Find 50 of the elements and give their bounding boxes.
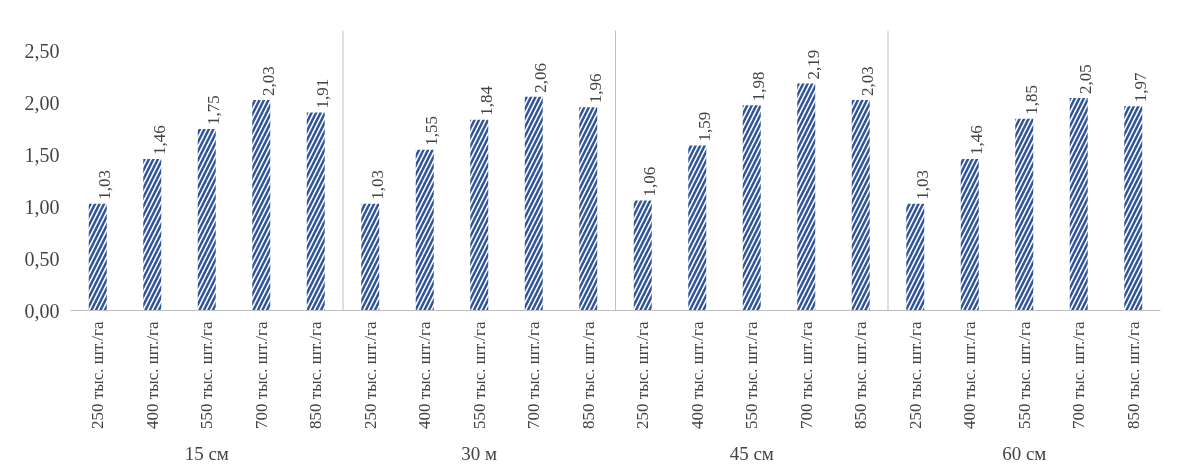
x-tick-label: 400 тыс. шт./га: [415, 321, 435, 429]
x-tick-label: 550 тыс. шт./га: [1014, 321, 1034, 429]
x-tick-label: 550 тыс. шт./га: [197, 321, 217, 429]
data-label: 1,46: [149, 125, 169, 156]
data-label: 2,06: [531, 63, 551, 93]
x-tick-label: 550 тыс. шт./га: [742, 321, 762, 429]
data-label: 1,06: [640, 166, 660, 197]
x-tick-label: 400 тыс. шт./га: [687, 321, 707, 429]
x-tick-label: 850 тыс. шт./га: [1123, 321, 1143, 429]
data-label: 1,84: [476, 85, 496, 116]
y-tick-label: 1,50: [24, 143, 60, 166]
x-tick-label: 250 тыс. шт./га: [633, 321, 653, 429]
data-label: 1,03: [367, 169, 387, 200]
data-label: 1,46: [967, 125, 987, 156]
data-label: 1,98: [749, 71, 769, 102]
data-label: 2,03: [858, 66, 878, 96]
x-tick-label: 250 тыс. шт./га: [905, 321, 925, 429]
x-tick-label: 550 тыс. шт./га: [469, 321, 489, 429]
x-tick-label: 250 тыс. шт./га: [88, 321, 108, 429]
x-tick-label: 850 тыс. шт./га: [306, 321, 326, 429]
text: 15 см: [184, 442, 229, 464]
x-tick-label: 250 тыс. шт./га: [360, 321, 380, 429]
text: 30 м: [461, 442, 498, 464]
y-tick-label: 0,50: [24, 247, 60, 270]
data-label: 1,91: [313, 78, 333, 109]
x-tick-label: 400 тыс. шт./га: [960, 321, 980, 429]
x-tick-label: 850 тыс. шт./га: [578, 321, 598, 429]
data-label: 1,59: [694, 111, 714, 142]
data-label: 2,19: [803, 49, 823, 80]
x-tick-label: 400 тыс. шт./га: [142, 321, 162, 429]
y-tick-label: 1,00: [24, 195, 60, 218]
text: 45 см: [729, 442, 774, 464]
data-label: 1,03: [912, 169, 932, 200]
data-label: 1,75: [204, 95, 224, 126]
data-label: 1,85: [1021, 84, 1041, 115]
y-tick-label: 2,50: [24, 40, 60, 63]
y-tick-label: 2,00: [24, 92, 60, 115]
y-tick-label: 0,00: [24, 299, 60, 322]
data-label: 2,03: [258, 66, 278, 96]
x-tick-label: 850 тыс. шт./га: [851, 321, 871, 429]
data-label: 1,96: [585, 73, 605, 104]
data-label: 1,55: [422, 116, 442, 146]
x-tick-label: 700 тыс. шт./га: [251, 321, 271, 429]
data-label: 2,05: [1076, 64, 1096, 94]
x-tick-label: 700 тыс. шт./га: [1069, 321, 1089, 429]
data-label: 1,03: [95, 169, 115, 200]
data-label: 1,97: [1130, 71, 1150, 103]
x-tick-label: 700 тыс. шт./га: [796, 321, 816, 429]
text: 60 см: [1002, 442, 1047, 464]
x-tick-label: 700 тыс. шт./га: [524, 321, 544, 429]
